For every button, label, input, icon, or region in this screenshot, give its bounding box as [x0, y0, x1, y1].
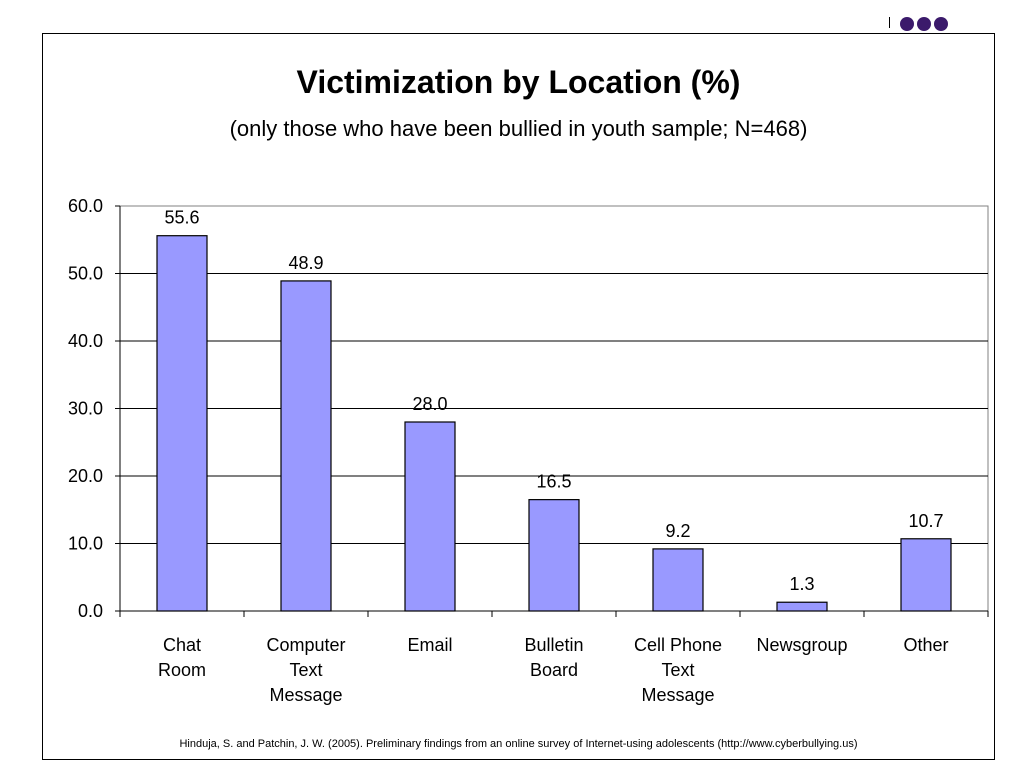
- x-tick-label: Chat: [163, 635, 201, 655]
- x-tick-label: Room: [158, 660, 206, 680]
- source-footnote: Hinduja, S. and Patchin, J. W. (2005). P…: [179, 738, 858, 750]
- x-tick-label: Text: [289, 660, 322, 680]
- decoration-dot-icon: [917, 17, 931, 31]
- x-tick-label: Other: [903, 635, 948, 655]
- data-label: 9.2: [665, 521, 690, 541]
- y-tick-label: 50.0: [68, 264, 103, 284]
- y-tick-label: 10.0: [68, 534, 103, 554]
- x-tick-label: Bulletin: [524, 635, 583, 655]
- data-label: 55.6: [164, 208, 199, 228]
- x-tick-label: Computer: [266, 635, 345, 655]
- y-tick-label: 0.0: [78, 601, 103, 621]
- y-tick-label: 40.0: [68, 331, 103, 351]
- data-label: 48.9: [288, 253, 323, 273]
- x-tick-label: Email: [407, 635, 452, 655]
- chart-title: Victimization by Location (%): [296, 64, 741, 100]
- x-tick-label: Newsgroup: [756, 635, 847, 655]
- decoration-dot-icon: [934, 17, 948, 31]
- bar: [404, 421, 456, 612]
- chart-subtitle: (only those who have been bullied in you…: [229, 116, 808, 141]
- x-tick-label: Message: [641, 685, 714, 705]
- data-label: 16.5: [536, 472, 571, 492]
- bar: [156, 235, 208, 612]
- y-tick-label: 20.0: [68, 466, 103, 486]
- bar: [900, 538, 952, 612]
- decoration-tick: [889, 17, 890, 28]
- bar: [280, 280, 332, 612]
- x-tick-label: Message: [269, 685, 342, 705]
- data-label: 1.3: [789, 574, 814, 594]
- x-tick-label: Cell Phone: [634, 635, 722, 655]
- bar: [776, 601, 828, 612]
- data-label: 28.0: [412, 394, 447, 414]
- x-tick-label: Board: [530, 660, 578, 680]
- y-tick-label: 30.0: [68, 399, 103, 419]
- data-label: 10.7: [908, 511, 943, 531]
- bar: [528, 499, 580, 612]
- x-tick-label: Text: [661, 660, 694, 680]
- bar: [652, 548, 704, 612]
- y-tick-label: 60.0: [68, 196, 103, 216]
- decoration-dot-icon: [900, 17, 914, 31]
